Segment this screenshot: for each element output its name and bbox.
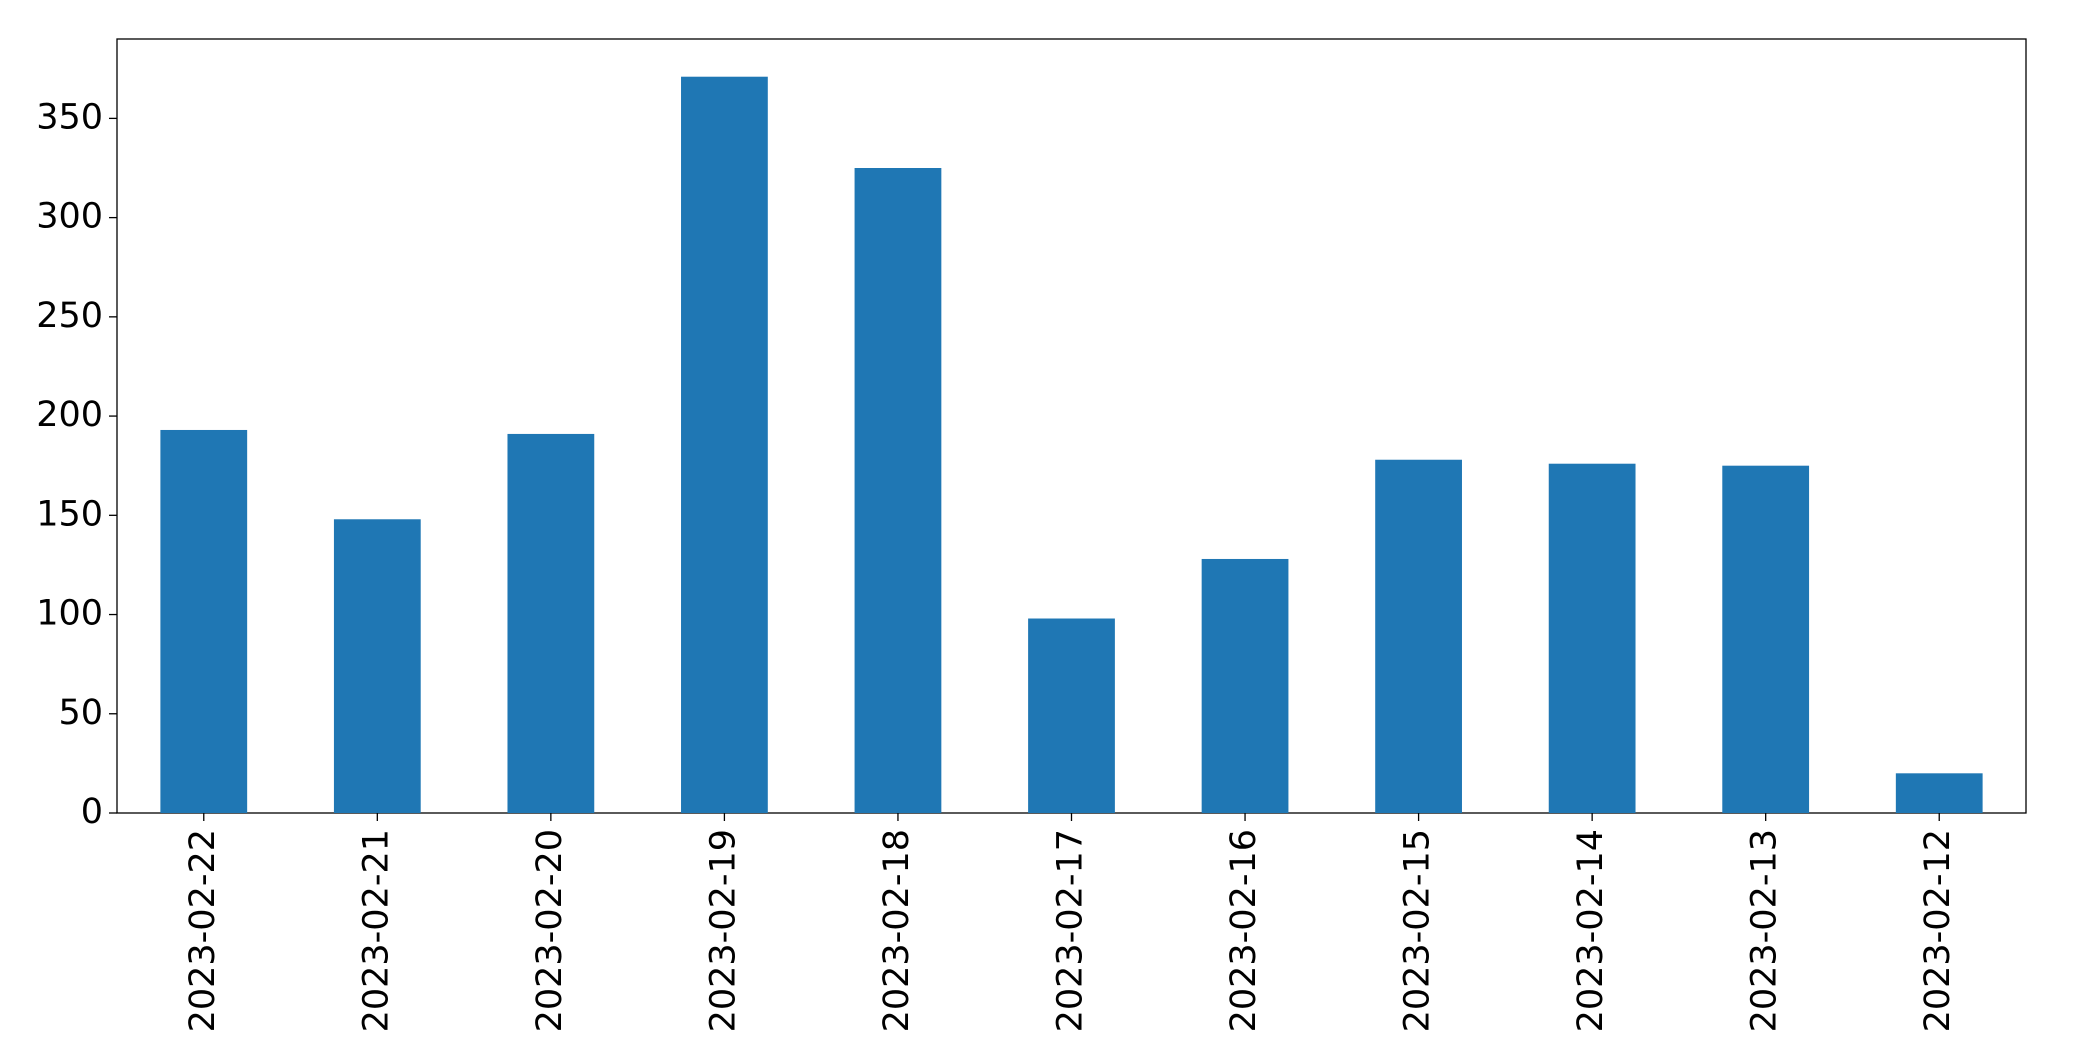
x-tick-label: 2023-02-19 [703, 829, 743, 1032]
bar [1722, 465, 1810, 813]
bar [681, 76, 768, 813]
bar [1895, 773, 1983, 813]
y-tick-label: 50 [58, 693, 103, 733]
x-tick-label: 2023-02-16 [1224, 829, 1264, 1032]
y-tick-label: 300 [36, 197, 103, 237]
x-tick-label: 2023-02-22 [183, 829, 223, 1032]
y-tick-label: 200 [36, 395, 103, 435]
bar [160, 429, 248, 813]
bar [1028, 618, 1115, 813]
x-tick-label: 2023-02-20 [530, 829, 570, 1032]
x-tick-label: 2023-02-15 [1398, 829, 1438, 1032]
y-tick-label: 0 [81, 792, 103, 832]
y-tick-label: 350 [36, 97, 103, 137]
y-tick-label: 250 [36, 296, 103, 336]
x-tick-label: 2023-02-14 [1571, 829, 1611, 1032]
bar [854, 168, 942, 813]
bar [1375, 459, 1462, 813]
bar [1548, 463, 1636, 813]
bar [1201, 558, 1289, 813]
x-tick-label: 2023-02-12 [1918, 829, 1958, 1032]
y-tick-label: 150 [36, 494, 103, 534]
x-tick-label: 2023-02-17 [1051, 829, 1091, 1032]
bar [333, 519, 421, 813]
y-tick-label: 100 [36, 594, 103, 634]
x-tick-label: 2023-02-13 [1745, 829, 1785, 1032]
x-tick-label: 2023-02-21 [356, 829, 396, 1032]
bar [507, 433, 595, 813]
x-tick-label: 2023-02-18 [877, 829, 917, 1032]
